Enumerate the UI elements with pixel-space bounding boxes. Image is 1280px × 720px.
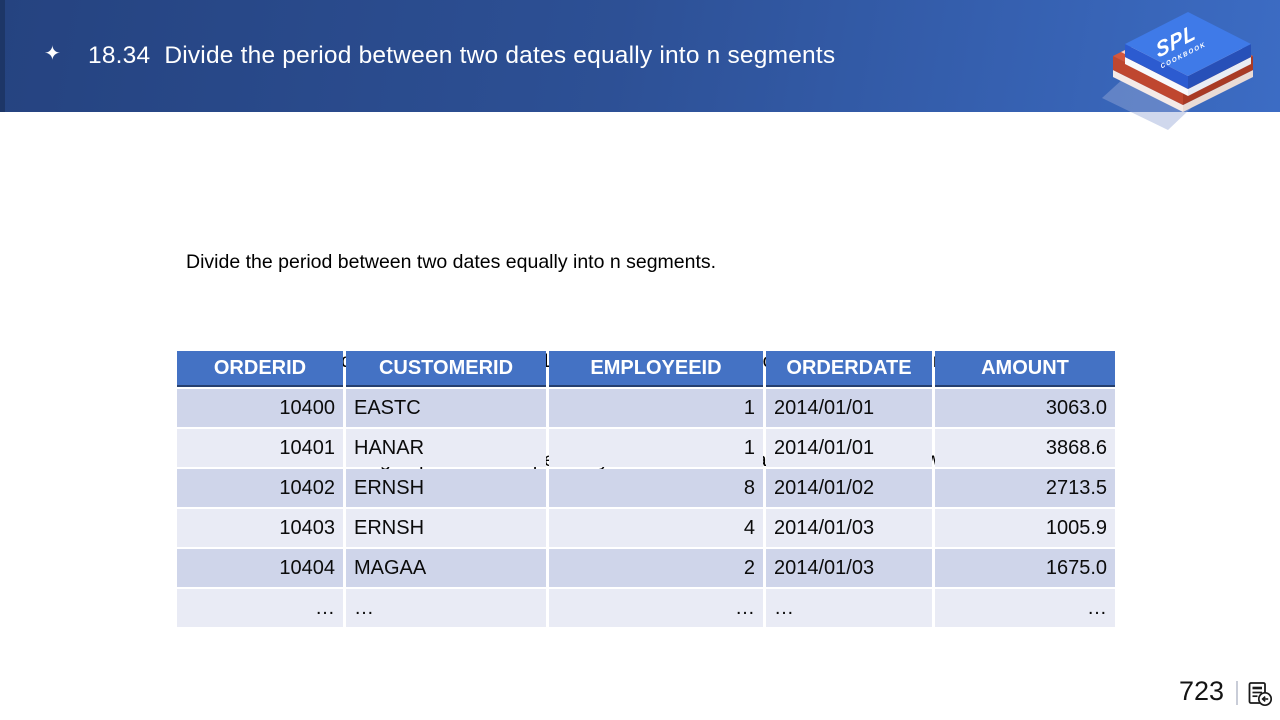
page-number: 723 — [1178, 676, 1224, 706]
table-row: 10401 HANAR 1 2014/01/01 3868.6 — [177, 429, 1115, 467]
col-header-employeeid: EMPLOYEEID — [549, 351, 763, 387]
col-header-orderdate: ORDERDATE — [766, 351, 932, 387]
table-row: 10400 EASTC 1 2014/01/01 3063.0 — [177, 389, 1115, 427]
cell-orderdate: 2014/01/01 — [766, 429, 932, 467]
table-row-ellipsis: … … … … … — [177, 589, 1115, 627]
cell-orderid: 10404 — [177, 549, 343, 587]
cell-customerid: … — [346, 589, 546, 627]
document-return-icon[interactable] — [1246, 680, 1273, 707]
cell-orderdate: 2014/01/03 — [766, 509, 932, 547]
col-header-amount: AMOUNT — [935, 351, 1115, 387]
cell-amount: 3063.0 — [935, 389, 1115, 427]
cell-orderdate: 2014/01/03 — [766, 549, 932, 587]
blue-book — [1125, 44, 1188, 89]
cell-employeeid: … — [549, 589, 763, 627]
cell-amount: … — [935, 589, 1115, 627]
cell-employeeid: 1 — [549, 429, 763, 467]
col-header-customerid: CUSTOMERID — [346, 351, 546, 387]
cell-amount: 3868.6 — [935, 429, 1115, 467]
page-title: 18.34 Divide the period between two date… — [88, 42, 836, 69]
cell-employeeid: 1 — [549, 389, 763, 427]
star-icon: ✦ — [44, 43, 61, 65]
cell-orderid: 10400 — [177, 389, 343, 427]
header-left-accent — [0, 0, 5, 112]
cell-customerid: HANAR — [346, 429, 546, 467]
cell-employeeid: 8 — [549, 469, 763, 507]
cell-employeeid: 4 — [549, 509, 763, 547]
spl-cookbook-books-logo: SPL COOKBOOK — [1102, 12, 1253, 130]
header-band: ✦ 18.34 Divide the period between two da… — [0, 0, 1280, 112]
red-book — [1113, 56, 1183, 105]
cell-amount: 1675.0 — [935, 549, 1115, 587]
table-header-row: ORDERID CUSTOMERID EMPLOYEEID ORDERDATE … — [177, 351, 1115, 387]
cell-orderdate: 2014/01/02 — [766, 469, 932, 507]
sales-table: ORDERID CUSTOMERID EMPLOYEEID ORDERDATE … — [174, 349, 1118, 629]
table-row: 10404 MAGAA 2 2014/01/03 1675.0 — [177, 549, 1115, 587]
footer-divider — [1236, 681, 1238, 705]
table-row: 10403 ERNSH 4 2014/01/03 1005.9 — [177, 509, 1115, 547]
cell-employeeid: 2 — [549, 549, 763, 587]
body-line-1: Divide the period between two dates equa… — [186, 251, 717, 273]
cell-orderdate: 2014/01/01 — [766, 389, 932, 427]
cell-orderdate: … — [766, 589, 932, 627]
cell-customerid: ERNSH — [346, 509, 546, 547]
cell-orderid: 10401 — [177, 429, 343, 467]
cell-orderid: … — [177, 589, 343, 627]
cell-amount: 1005.9 — [935, 509, 1115, 547]
cell-customerid: MAGAA — [346, 549, 546, 587]
cell-customerid: EASTC — [346, 389, 546, 427]
cell-amount: 2713.5 — [935, 469, 1115, 507]
table-row: 10402 ERNSH 8 2014/01/02 2713.5 — [177, 469, 1115, 507]
cell-orderid: 10403 — [177, 509, 343, 547]
col-header-orderid: ORDERID — [177, 351, 343, 387]
cell-orderid: 10402 — [177, 469, 343, 507]
cell-customerid: ERNSH — [346, 469, 546, 507]
